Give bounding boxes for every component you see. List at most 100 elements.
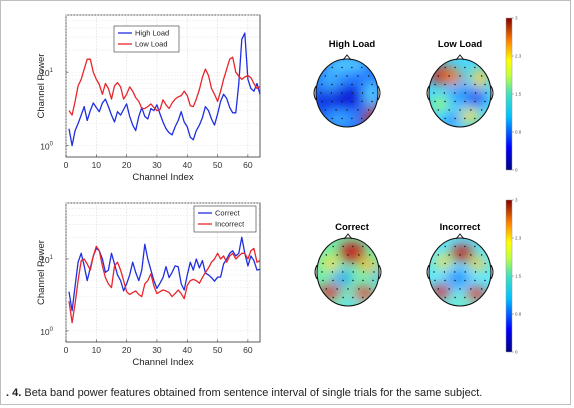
electrode-dot	[454, 271, 456, 273]
electrode-dot	[331, 83, 333, 86]
electrode-dot	[342, 279, 344, 282]
electrode-dot	[352, 262, 354, 265]
electrode-dot	[459, 288, 461, 290]
electrode-dot	[352, 296, 354, 299]
electrode-dot	[437, 254, 439, 256]
topomap-title: Incorrect	[440, 222, 481, 233]
electrode-dot	[444, 100, 446, 103]
electrode-dot	[325, 288, 327, 290]
electrode-dot	[321, 271, 323, 273]
electrode-dot	[361, 92, 364, 94]
electrode-dot	[464, 92, 466, 94]
electrode-dot	[347, 288, 349, 290]
electrode-dot	[373, 271, 375, 273]
electrode-dot	[464, 296, 466, 299]
topomap-title: Correct	[335, 222, 370, 233]
electrode-dot	[358, 254, 360, 256]
electrode-dot	[444, 83, 446, 86]
x-tick-label: 60	[243, 160, 253, 170]
electrode-dot	[357, 75, 359, 77]
electrode-dot	[474, 262, 476, 265]
x-tick-label: 40	[183, 160, 193, 170]
electrode-dot	[444, 279, 446, 282]
electrode-dot	[434, 100, 436, 103]
topomap-title: High Load	[329, 39, 376, 50]
electrode-dot	[341, 92, 343, 94]
electrode-dot	[351, 66, 353, 69]
electrode-dot	[342, 296, 344, 299]
topomap-incorrect: Incorrect	[426, 222, 494, 307]
electrode-dot	[346, 75, 348, 77]
electrode-dot	[346, 109, 348, 111]
electrode-dot	[464, 262, 466, 265]
electrode-dot	[321, 100, 323, 103]
electrode-dot	[361, 117, 363, 120]
electrode-dot	[474, 117, 476, 120]
electrode-dot	[372, 262, 374, 265]
electrode-dot	[325, 254, 327, 256]
electrode-dot	[470, 75, 472, 77]
electrode-dot	[464, 66, 466, 69]
electrode-dot	[434, 279, 436, 282]
legend-box	[193, 205, 257, 233]
electrode-dot	[437, 109, 439, 111]
colorbar-tick-label: 3	[515, 16, 518, 21]
electrode-dot	[444, 296, 446, 299]
electrode-dot	[484, 279, 486, 282]
electrode-dot	[444, 262, 446, 265]
electrode-dot	[362, 279, 364, 282]
x-tick-label: 50	[213, 160, 223, 170]
y-tick-label: 100	[40, 327, 53, 337]
legend-box	[113, 25, 180, 53]
electrode-dot	[332, 262, 334, 265]
colorbar-tick-label: 3	[515, 198, 518, 203]
electrode-dot	[347, 254, 349, 256]
electrode-dot	[484, 262, 486, 265]
electrode-dot	[361, 66, 363, 69]
electrode-dot	[352, 279, 354, 282]
electrode-dot	[459, 75, 461, 77]
series-line-low-load	[68, 56, 261, 116]
electrode-dot	[341, 83, 343, 86]
electrode-dot	[330, 92, 333, 94]
electrode-dot	[331, 100, 333, 103]
x-tick-label: 10	[92, 160, 102, 170]
electrode-dot	[474, 296, 476, 299]
electrode-dot	[331, 117, 333, 120]
x-tick-label: 20	[122, 160, 132, 170]
electrode-dot	[464, 100, 466, 103]
electrode-dot	[444, 66, 446, 69]
x-tick-label: 50	[213, 345, 223, 355]
electrode-dot	[433, 271, 435, 273]
electrode-dot	[331, 271, 334, 273]
x-tick-label: 0	[64, 345, 69, 355]
electrode-dot	[372, 92, 374, 94]
x-tick-label: 30	[152, 345, 162, 355]
y-axis-label: Channel Power	[36, 54, 47, 119]
x-tick-label: 60	[243, 345, 253, 355]
electrode-dot	[361, 83, 363, 86]
electrode-dot	[351, 117, 353, 120]
electrode-dot	[342, 271, 344, 273]
electrode-dot	[464, 117, 466, 120]
figure-caption: . 4. Beta band power features obtained f…	[6, 387, 482, 399]
electrode-dot	[361, 100, 363, 103]
electrode-dot	[362, 245, 364, 248]
electrode-dot	[332, 279, 334, 282]
legend-label: Incorrect	[215, 220, 245, 229]
electrode-dot	[369, 254, 371, 256]
electrode-dot	[481, 109, 483, 111]
electrode-dot	[371, 83, 373, 86]
electrode-dot	[372, 279, 374, 282]
electrode-dot	[481, 75, 483, 77]
topomap-title: Low Load	[438, 39, 483, 50]
electrode-dot	[464, 279, 466, 282]
electrode-dot	[464, 271, 466, 273]
electrode-dot	[362, 262, 364, 265]
topomap-low-load: Low Load	[426, 39, 494, 128]
colorbar-tick-label: 0.8	[515, 130, 522, 135]
electrode-dot	[448, 288, 450, 290]
electrode-dot	[443, 271, 446, 273]
electrode-dot	[351, 92, 353, 94]
